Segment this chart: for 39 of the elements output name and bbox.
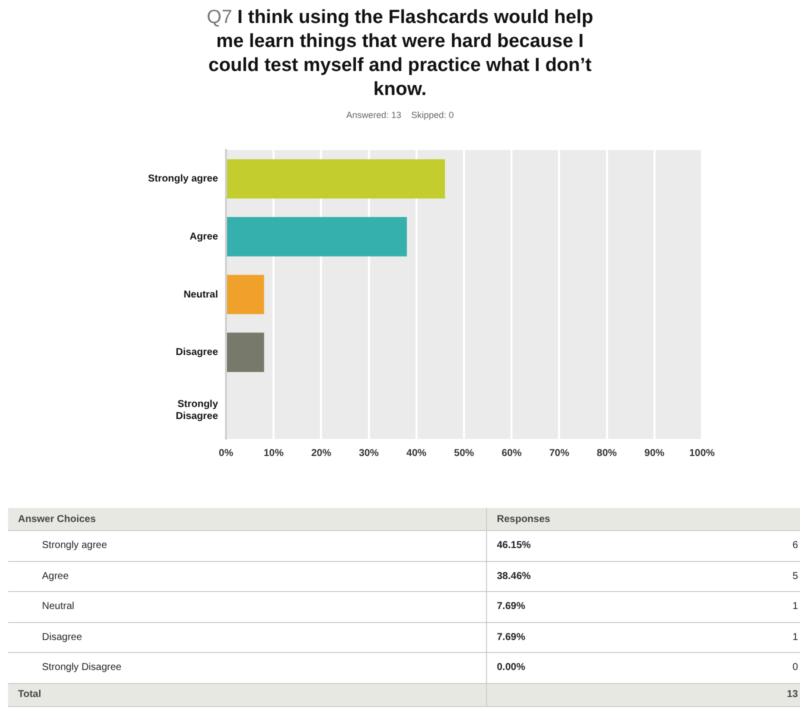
text: 0 xyxy=(776,652,800,683)
x-tick-label: 60% xyxy=(502,448,522,459)
x-tick-label: 30% xyxy=(358,448,379,459)
x-tick-label: 20% xyxy=(311,448,332,459)
text: 1 xyxy=(776,622,800,652)
text: 1 xyxy=(776,592,800,622)
bar xyxy=(227,274,264,314)
text: 7.69% xyxy=(486,592,777,622)
y-tick-label: Strongly agree xyxy=(148,174,218,185)
y-tick-label: Neutral xyxy=(184,289,218,300)
y-tick-label: Agree xyxy=(190,231,218,242)
category-label: Agree xyxy=(8,561,486,592)
text: 38.46% xyxy=(486,561,777,592)
text: 46.15% xyxy=(486,530,777,561)
text: 5 xyxy=(776,561,800,592)
x-tick-label: 50% xyxy=(454,448,474,459)
x-tick-label: 100% xyxy=(689,448,715,459)
bar xyxy=(227,159,445,199)
y-tick-label: Disagree xyxy=(176,347,218,358)
table-footer: Total 13 xyxy=(8,683,800,706)
text: 0.00% xyxy=(486,652,777,683)
bar xyxy=(227,217,407,256)
bar xyxy=(227,332,264,372)
chart-title: Q7 I think using the Flashcards would help me learn things that were hard because I could test myself and practice what I don’t know. xyxy=(206,6,594,102)
category-label: Neutral xyxy=(8,592,486,622)
text: 6 xyxy=(776,530,800,561)
x-tick-label: 80% xyxy=(596,448,617,459)
x-tick-label: 10% xyxy=(264,448,284,459)
x-tick-label: 40% xyxy=(406,448,427,459)
table-header: Answer Choices Responses xyxy=(8,508,800,530)
text: 7.69% xyxy=(486,622,777,652)
x-tick-label: 70% xyxy=(549,448,570,459)
chart-subtitle: Answered: 13 Skipped: 0 xyxy=(345,110,455,120)
category-label: Strongly agree xyxy=(8,530,486,561)
category-label: Disagree xyxy=(8,622,486,652)
category-label: Strongly Disagree xyxy=(8,652,486,683)
x-tick-label: 0% xyxy=(218,448,234,459)
y-tick-label: Strongly Disagree xyxy=(176,398,218,422)
x-tick-label: 90% xyxy=(644,448,665,459)
